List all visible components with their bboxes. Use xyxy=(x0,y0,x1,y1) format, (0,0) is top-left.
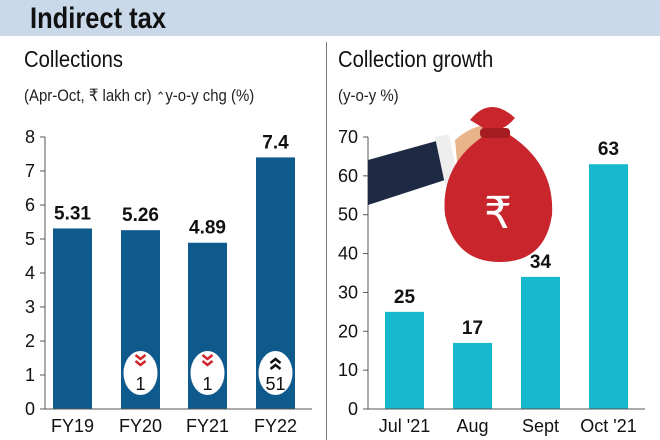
bar-FY19 xyxy=(53,228,92,409)
bar-Sept xyxy=(521,276,560,409)
y-tick-label: 6 xyxy=(25,195,35,215)
x-tick-label: Sept xyxy=(522,416,559,436)
right-chart-subtitle: (y-o-y %) xyxy=(338,86,399,105)
y-tick-label: 70 xyxy=(338,127,358,147)
y-tick-label: 30 xyxy=(338,282,358,302)
legend-text: y-o-y chg (%) xyxy=(165,86,255,105)
x-tick-label: Oct '21 xyxy=(580,416,636,436)
yoy-badge xyxy=(123,351,158,395)
title-bar: Indirect tax xyxy=(0,0,660,36)
x-tick-label: FY19 xyxy=(51,416,94,436)
y-tick-label: 3 xyxy=(25,297,35,317)
data-label: 63 xyxy=(598,139,619,160)
yoy-change-value: 1 xyxy=(135,374,145,394)
y-tick-label: 4 xyxy=(25,263,35,283)
bar-Oct '21 xyxy=(589,164,628,409)
left-chart-title: Collections xyxy=(24,46,123,72)
data-label: 7.4 xyxy=(262,132,289,153)
y-tick-label: 8 xyxy=(25,127,35,147)
yoy-change-value: 51 xyxy=(265,374,285,394)
double-chevron-down-icon xyxy=(201,354,214,367)
divider xyxy=(326,42,327,440)
svg-text:₹: ₹ xyxy=(484,188,512,239)
y-tick-label: 10 xyxy=(338,360,358,380)
bar-Jul '21 xyxy=(385,311,424,409)
subtitle-text: (Apr-Oct, ₹ lakh cr) xyxy=(24,86,152,105)
yoy-badge xyxy=(190,351,225,395)
data-label: 5.31 xyxy=(54,203,91,224)
x-tick-label: Jul '21 xyxy=(379,416,430,436)
money-bag-illustration: ₹ xyxy=(368,106,553,262)
left-chart-subtitle: (Apr-Oct, ₹ lakh cr) ⌃y-o-y chg (%) xyxy=(24,86,254,106)
y-tick-label: 0 xyxy=(25,399,35,419)
data-label: 34 xyxy=(530,252,552,273)
y-tick-label: 0 xyxy=(348,399,358,419)
double-chevron-up-icon: ⌃ xyxy=(155,89,166,104)
y-tick-label: 40 xyxy=(338,244,358,264)
double-chevron-down-icon xyxy=(134,354,147,367)
yoy-badge xyxy=(258,351,293,395)
x-tick-label: FY21 xyxy=(186,416,229,436)
y-tick-label: 20 xyxy=(338,321,358,341)
y-tick-label: 7 xyxy=(25,161,35,181)
y-tick-label: 1 xyxy=(25,365,35,385)
y-tick-label: 60 xyxy=(338,166,358,186)
right-chart-title: Collection growth xyxy=(338,46,494,72)
data-label: 4.89 xyxy=(189,218,226,239)
y-tick-label: 5 xyxy=(25,229,35,249)
y-tick-label: 50 xyxy=(338,205,358,225)
x-tick-label: Aug xyxy=(456,416,488,436)
data-label: 17 xyxy=(462,318,483,339)
yoy-change-value: 1 xyxy=(202,374,212,394)
page-title: Indirect tax xyxy=(30,2,167,35)
y-tick-label: 2 xyxy=(25,331,35,351)
x-tick-label: FY20 xyxy=(119,416,162,436)
data-label: 25 xyxy=(394,287,416,308)
double-chevron-up-icon xyxy=(269,357,282,370)
bar-Aug xyxy=(453,342,492,409)
data-label: 5.26 xyxy=(122,205,159,226)
x-tick-label: FY22 xyxy=(254,416,297,436)
